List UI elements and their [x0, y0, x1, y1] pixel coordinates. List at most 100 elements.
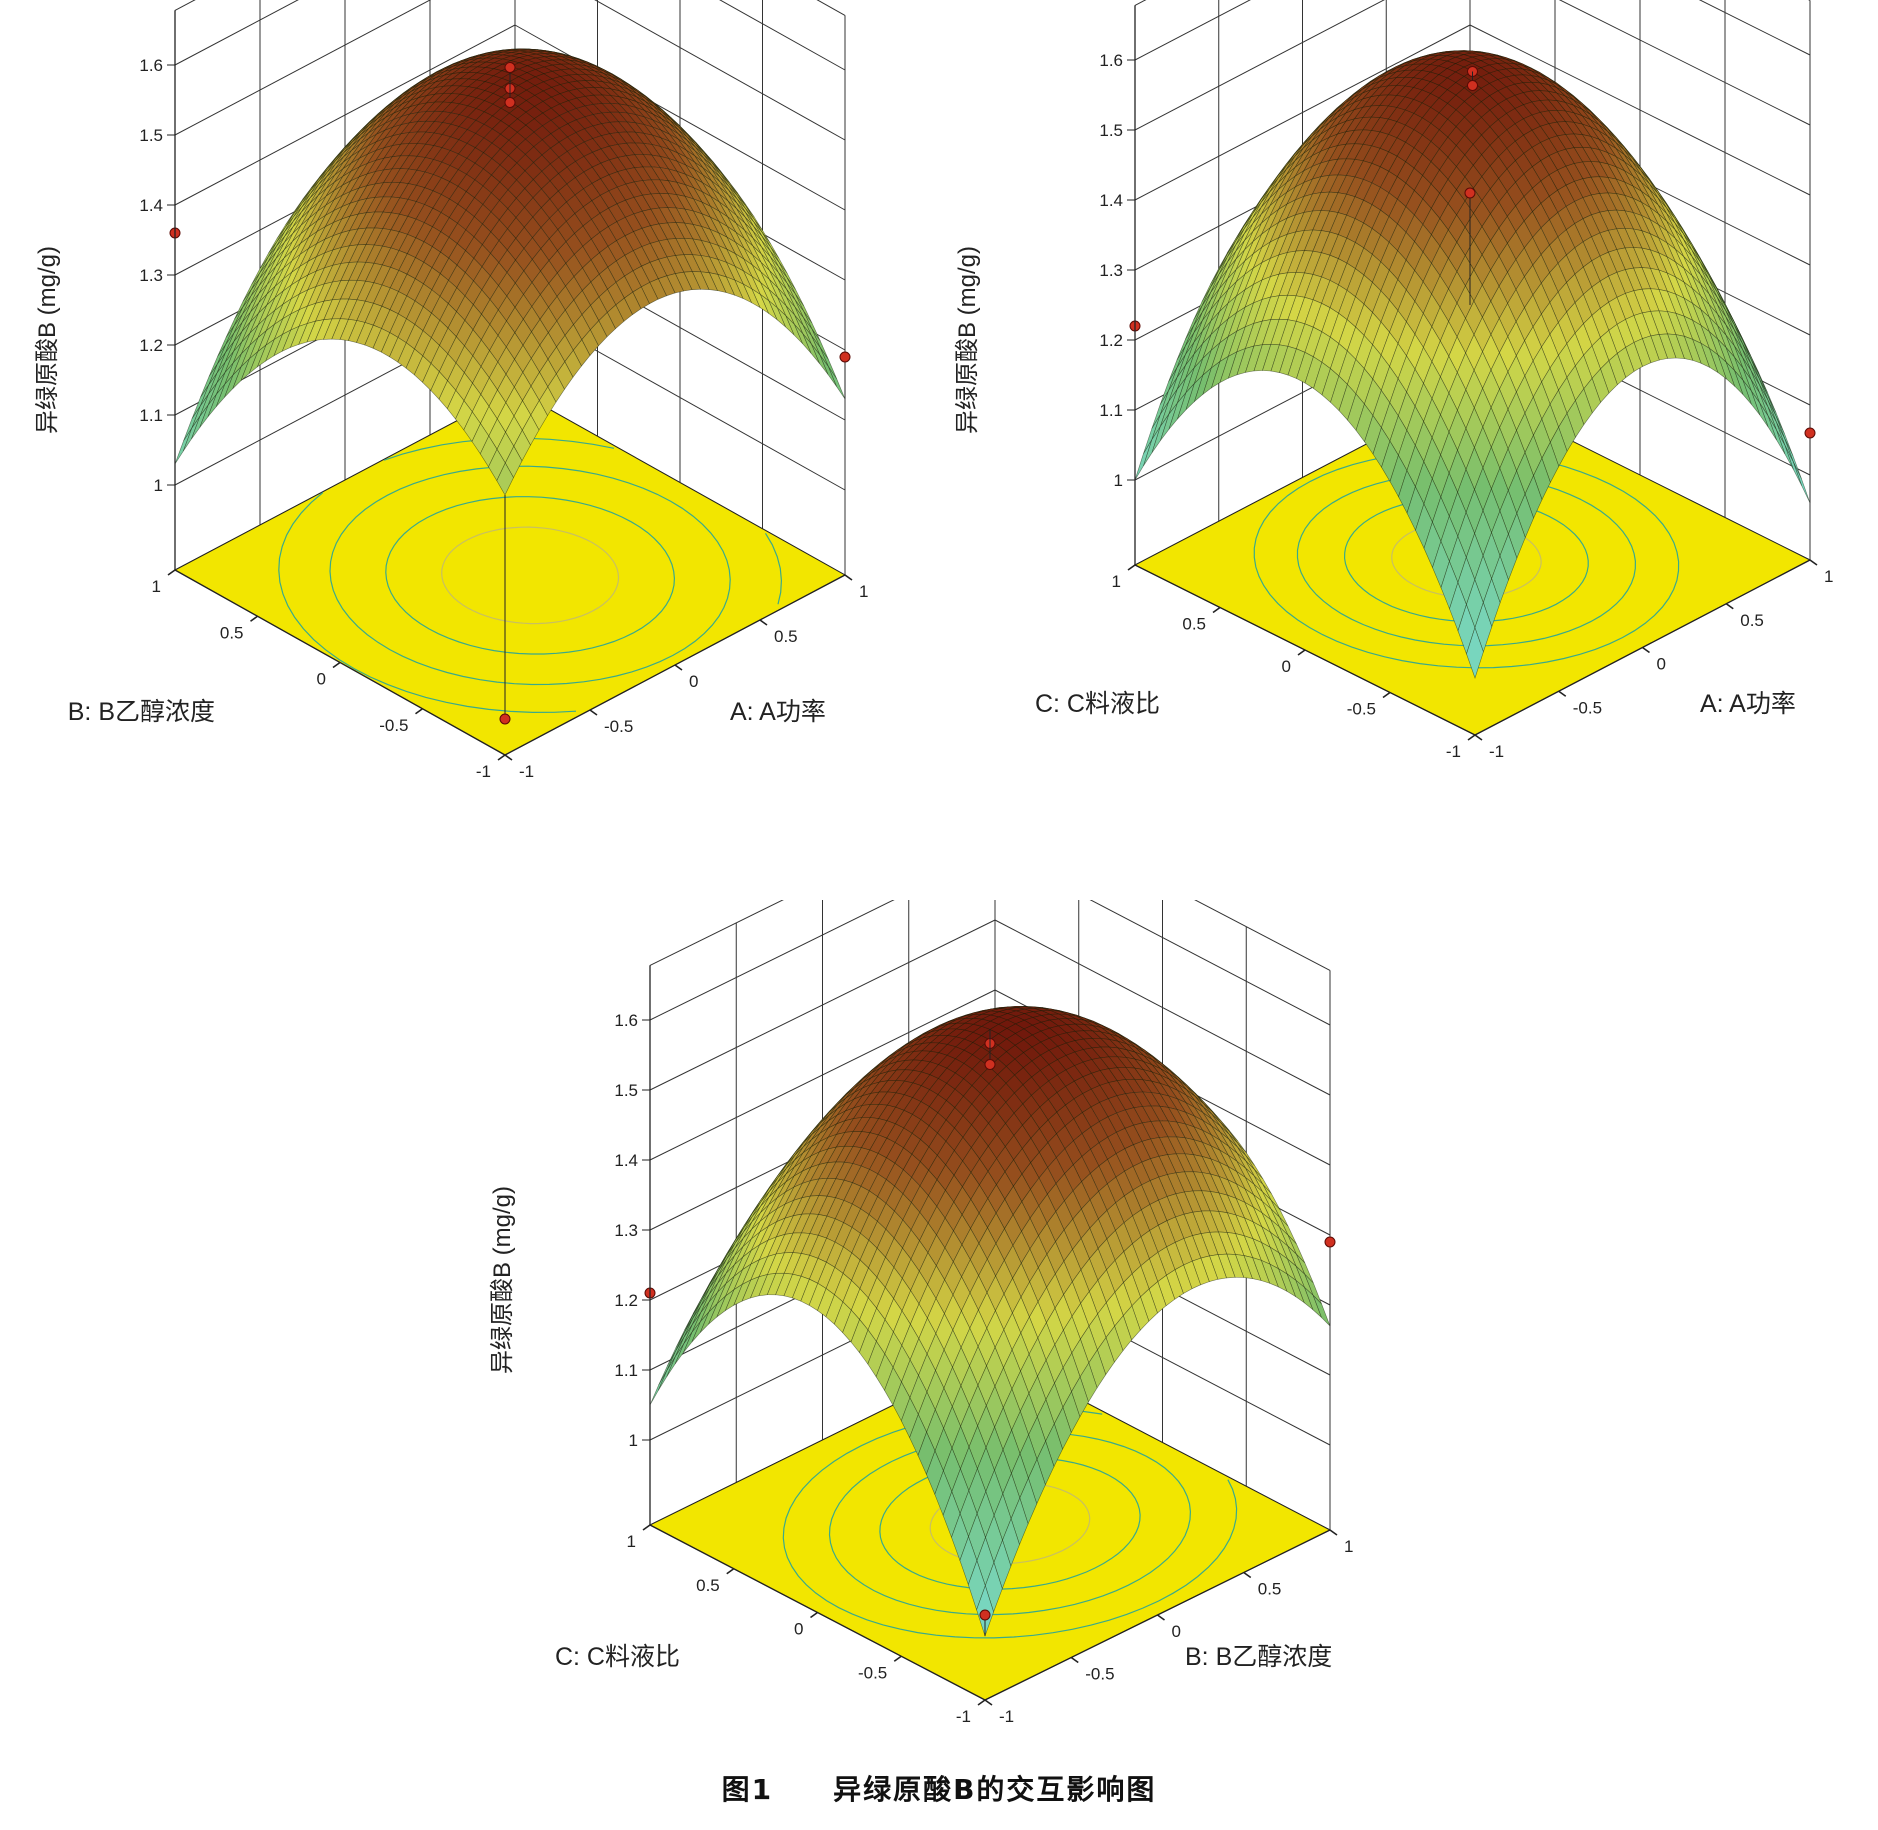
z-tick-label: 1.1	[1099, 401, 1123, 420]
surface-facet	[1134, 439, 1153, 481]
surface-facet	[1792, 461, 1811, 504]
design-point	[499, 713, 511, 725]
z-tick-label: 1.2	[139, 336, 163, 355]
y-tick-label: -1	[1446, 742, 1461, 761]
x-tick	[759, 619, 768, 626]
x-tick	[1642, 646, 1650, 654]
x-tick-label: 0.5	[1740, 611, 1764, 630]
contour-line	[385, 496, 676, 655]
z-axis: 1 1.1 1.2 1.3 1.4 1.5 1.6 异绿原酸B (mg/g)	[34, 10, 176, 570]
y-tick	[1382, 691, 1391, 699]
x-tick-label: -1	[1489, 742, 1504, 761]
y-tick-label: -1	[476, 762, 491, 780]
x-tick-label: 0	[1657, 655, 1666, 674]
wall-gridline	[1469, 24, 1811, 196]
surface-facet	[1466, 626, 1484, 679]
design-point	[839, 351, 851, 363]
x-axis: -1-0.500.51A: A功率	[1474, 559, 1833, 761]
y-tick-label: 0	[317, 670, 326, 689]
z-axis-label: 异绿原酸B (mg/g)	[954, 246, 981, 434]
response-surface	[174, 48, 846, 496]
wall-gridline	[994, 919, 1331, 1096]
wall-gridline	[649, 989, 996, 1161]
design-point	[504, 62, 516, 73]
x-axis: -1 -0.5 0 0.5 1 A: A功率	[504, 574, 868, 781]
surface-facet	[174, 428, 193, 465]
chart-1-plot: 1 1.1 1.2 1.3 1.4 1.5 1.6 异绿原酸B (mg/g) -1 -0.5 0 0.…	[34, 0, 868, 781]
x-tick	[1474, 734, 1483, 741]
design-point	[1804, 427, 1816, 439]
response-surface	[1134, 50, 1811, 679]
x-tick	[1558, 690, 1567, 697]
y-tick-label: 0	[1282, 657, 1291, 676]
y-tick	[167, 569, 176, 576]
y-tick-label: 1	[152, 577, 161, 596]
y-tick-label: 1	[1112, 572, 1121, 591]
z-tick-label: 1.4	[1099, 191, 1123, 210]
y-tick	[1297, 649, 1306, 656]
x-tick	[504, 754, 513, 761]
wall-gridline	[1134, 0, 1251, 61]
z-tick-label: 1.3	[1099, 261, 1123, 280]
z-tick-label: 1.5	[1099, 121, 1123, 140]
z-tick-label: 1.5	[139, 126, 163, 145]
design-point	[1464, 187, 1476, 199]
z-tick-label: 1	[1114, 471, 1123, 490]
y-tick-label: 0.5	[220, 623, 244, 642]
wall-gridline	[1134, 0, 1385, 131]
y-tick-label: 0.5	[1182, 615, 1206, 634]
x-tick	[844, 574, 853, 581]
wall-gridline	[1134, 24, 1471, 201]
y-tick-label: -0.5	[1347, 700, 1376, 719]
x-tick-label: 0	[689, 672, 698, 691]
wall-gridline	[174, 0, 299, 66]
response-surface	[649, 1005, 1331, 1637]
y-tick-label: -0.5	[379, 716, 408, 735]
x-tick	[674, 664, 683, 671]
wall-gridline	[174, 24, 516, 206]
x-axis-label: A: A功率	[730, 698, 826, 726]
design-point	[1467, 80, 1478, 91]
z-tick-label: 1.4	[139, 196, 163, 215]
x-tick-label: -0.5	[1573, 698, 1602, 717]
y-tick	[250, 615, 258, 622]
z-tick-label: 1.6	[139, 56, 163, 75]
z-tick-label: 1.3	[139, 266, 163, 285]
z-tick-label: 1	[154, 476, 163, 495]
y-axis: -1-0.500.51B: B乙醇浓度	[68, 569, 506, 781]
x-tick-label: 1	[1824, 567, 1833, 586]
y-tick	[497, 754, 506, 761]
y-tick	[1467, 734, 1476, 741]
design-point	[504, 97, 516, 108]
wall-gridline	[174, 0, 432, 136]
wall-gridline	[719, 0, 846, 71]
x-tick	[1809, 559, 1818, 566]
z-tick-label: 1.6	[1099, 51, 1123, 70]
chart-1-svg: 1 1.1 1.2 1.3 1.4 1.5 1.6 异绿原酸B (mg/g) -1 -0.5 0 0.…	[34, 0, 868, 781]
x-tick	[589, 709, 598, 716]
x-tick-label: -1	[519, 762, 534, 780]
y-axis-label: C: C料液比	[1035, 690, 1160, 718]
y-tick	[415, 708, 423, 715]
response-surface-chart-b-c: 1 1.1 1.2 1.3 1.4 1.5 1.6 异绿原酸B (mg/g) -1 -0.5 0 0.…	[465, 794, 1395, 1735]
surface-facet	[496, 462, 514, 496]
response-surface-chart-a-b: 1 1.1 1.2 1.3 1.4 1.5 1.6 异绿原酸B (mg/g) -1 -0.5 0 0.…	[0, 0, 930, 785]
wall-gridline	[1698, 0, 1811, 56]
y-tick	[332, 661, 341, 669]
x-tick-label: -0.5	[604, 717, 633, 736]
x-tick-label: 1	[859, 582, 868, 601]
x-tick-label: 0.5	[774, 627, 798, 646]
response-surface-chart-a-c: 1 1.1 1.2 1.3 1.4 1.5 1.6 异绿原酸B (mg/g) -1 -0.5 0 0.…	[930, 0, 1870, 785]
y-tick	[1212, 606, 1221, 614]
surface-facet	[828, 366, 846, 400]
z-tick-label: 1.1	[139, 406, 163, 425]
x-tick	[1725, 603, 1734, 610]
z-axis-label: 异绿原酸B (mg/g)	[34, 246, 61, 434]
wall-gridline	[649, 919, 996, 1091]
wall-gridline	[594, 0, 846, 141]
